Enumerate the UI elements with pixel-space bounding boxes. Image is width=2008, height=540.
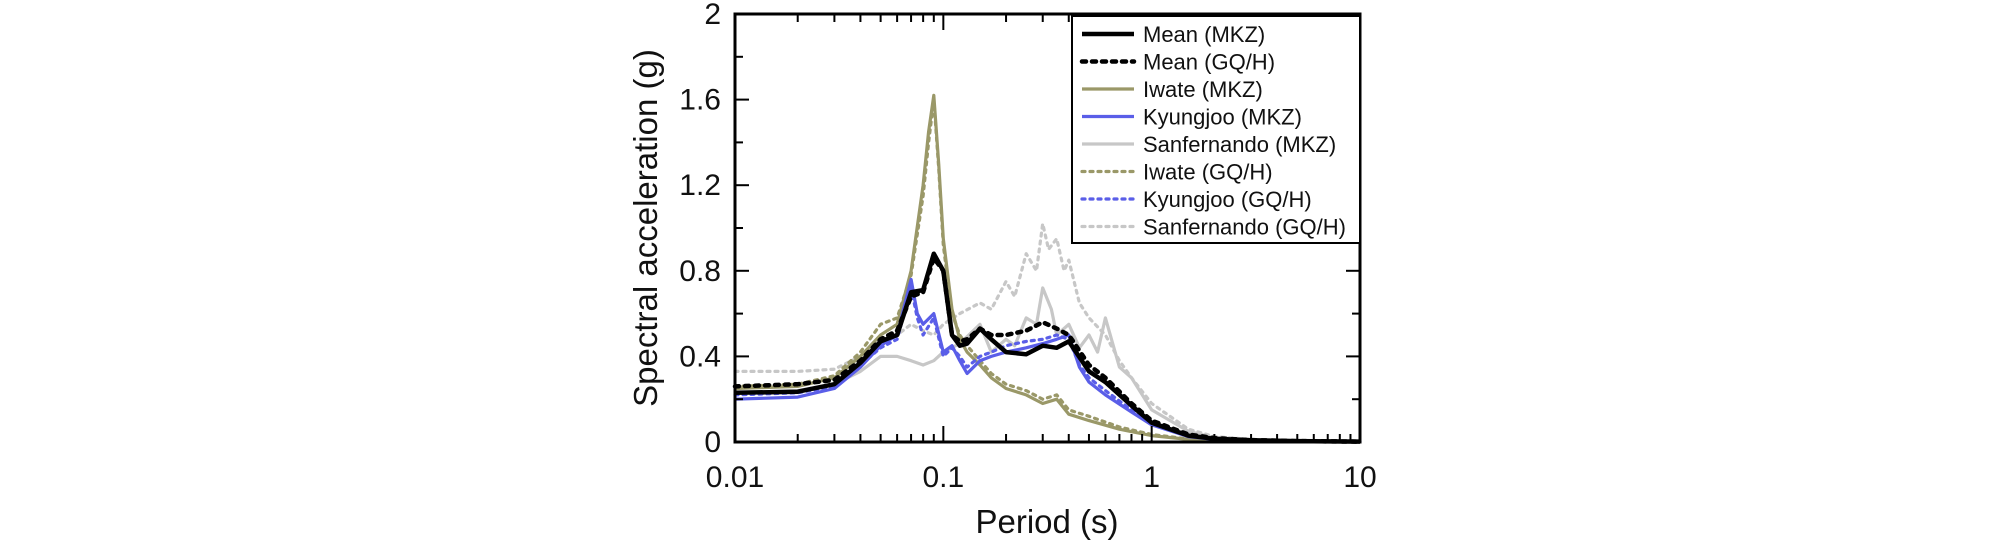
series-line-sanfernando-gq-h — [733, 222, 1362, 444]
legend-label-iwate-mkz: Iwate (MKZ) — [1143, 77, 1263, 102]
legend-label-sanfernando-gq-h: Sanfernando (GQ/H) — [1143, 215, 1346, 240]
y-tick-label: 2 — [704, 0, 721, 31]
series-line-sanfernando-mkz — [734, 286, 1361, 444]
y-tick-label: 0.4 — [679, 340, 721, 373]
legend-label-mean-gq-h: Mean (GQ/H) — [1143, 50, 1275, 75]
y-tick-label: 1.6 — [679, 84, 721, 117]
series-line-mean-mkz — [734, 251, 1361, 444]
series-line-kyungjoo-gq-h — [733, 286, 1362, 444]
legend: Mean (MKZ) Mean (GQ/H)Iwate (MKZ) Kyungjoo… — [1071, 15, 1361, 244]
legend-label-mean-mkz: Mean (MKZ) — [1143, 22, 1265, 47]
legend-box — [1071, 15, 1361, 244]
x-tick-label: 1 — [1143, 461, 1160, 494]
y-tick-label: 0 — [704, 426, 721, 459]
x-tick-label: 0.1 — [922, 461, 964, 494]
y-tick-label: 1.2 — [679, 169, 721, 202]
legend-label-iwate-gq-h: Iwate (GQ/H) — [1143, 160, 1273, 185]
x-tick-label: 10 — [1343, 461, 1376, 494]
series-line-mean-gq-h — [732, 255, 1363, 444]
legend-label-kyungjoo-gq-h: Kyungjoo (GQ/H) — [1143, 187, 1312, 212]
y-axis-title: Spectral acceleration (g) — [627, 49, 664, 407]
legend-label-sanfernando-mkz: Sanfernando (MKZ) — [1143, 132, 1336, 157]
y-tick-label: 0.8 — [679, 255, 721, 288]
x-tick-label: 0.01 — [706, 461, 764, 494]
series-layer — [732, 93, 1363, 444]
tick-labels-layer: 0 0.4 0.8 1.2 1.6 2 0.01 0.1 1 10 — [679, 0, 1376, 494]
legend-items: Mean (MKZ) Mean (GQ/H)Iwate (MKZ) Kyungjoo… — [1079, 22, 1346, 240]
legend-label-kyungjoo-mkz: Kyungjoo (MKZ) — [1143, 105, 1302, 130]
x-axis-title: Period (s) — [975, 503, 1118, 540]
series-line-iwate-gq-h — [733, 97, 1362, 444]
